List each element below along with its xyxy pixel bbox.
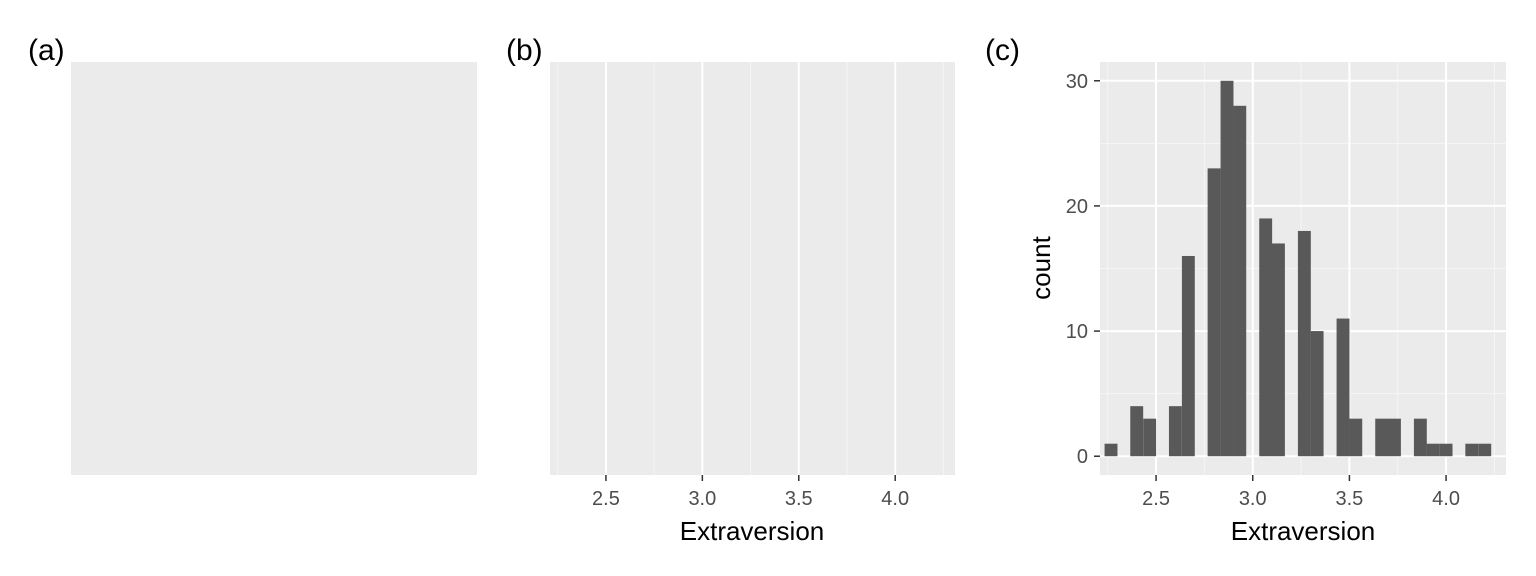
panel-c-bar-6 — [1181, 255, 1195, 457]
panel-a: (a) — [28, 34, 477, 475]
panel-c-x-tick-label-1: 3.0 — [1239, 488, 1267, 510]
panel-b: (b) 2.5 3.0 3.5 4.0 Extraversion — [506, 34, 955, 546]
panel-c-bar-28 — [1465, 443, 1479, 457]
panel-c-x-tick-label-2: 3.5 — [1335, 488, 1363, 510]
panel-c-bar-18 — [1336, 318, 1350, 457]
panel-b-label: (b) — [506, 34, 543, 67]
panel-c-y-tick-label-2: 20 — [1066, 196, 1088, 218]
panel-b-background — [550, 62, 955, 475]
panel-c-bar-22 — [1387, 418, 1401, 457]
panel-b-grid — [557, 62, 944, 475]
panel-c: (c) 2.5 3.0 3.5 4.0 0 10 20 30 Extraversion co… — [985, 34, 1506, 546]
panel-c-bar-5 — [1168, 406, 1182, 457]
panel-c-bar-2 — [1130, 406, 1144, 457]
panel-c-bar-8 — [1207, 168, 1221, 457]
panel-c-bar-13 — [1271, 243, 1285, 457]
panel-c-y-tick-label-3: 30 — [1066, 71, 1088, 93]
panel-c-bar-3 — [1143, 418, 1157, 457]
panel-c-bar-9 — [1220, 80, 1234, 457]
panel-c-bar-24 — [1413, 418, 1427, 457]
panel-c-y-tick-label-1: 10 — [1066, 321, 1088, 343]
panel-c-bar-26 — [1439, 443, 1453, 457]
panel-b-x-axis-title: Extraversion — [680, 516, 825, 546]
panel-c-y-tick-label-0: 0 — [1077, 446, 1088, 468]
panel-c-bar-29 — [1478, 443, 1492, 457]
panel-c-x-tick-label-3: 4.0 — [1432, 488, 1460, 510]
panel-c-label: (c) — [985, 34, 1020, 67]
panel-a-label: (a) — [28, 34, 65, 67]
panel-c-bar-12 — [1259, 218, 1273, 457]
panel-c-bar-21 — [1375, 418, 1389, 457]
panel-c-bar-0 — [1104, 443, 1118, 457]
panel-c-bar-10 — [1233, 105, 1247, 457]
panel-c-x-tick-label-0: 2.5 — [1142, 488, 1170, 510]
panel-c-x-ticks: 2.5 3.0 3.5 4.0 — [1142, 475, 1460, 510]
panel-b-x-tick-label-0: 2.5 — [592, 488, 620, 510]
panel-b-x-ticks: 2.5 3.0 3.5 4.0 — [592, 475, 909, 510]
panel-c-bar-19 — [1349, 418, 1363, 457]
panel-c-bar-25 — [1426, 443, 1440, 457]
panel-a-background — [71, 62, 477, 475]
panel-b-x-tick-label-2: 3.5 — [785, 488, 813, 510]
panel-c-bar-16 — [1310, 331, 1324, 457]
panel-c-x-axis-title: Extraversion — [1231, 516, 1376, 546]
panel-b-x-tick-label-1: 3.0 — [688, 488, 716, 510]
panel-c-bars — [1104, 80, 1492, 457]
panel-c-bar-15 — [1297, 230, 1311, 457]
panel-c-y-ticks: 0 10 20 30 — [1066, 71, 1100, 468]
panel-c-y-axis-title: count — [1026, 235, 1056, 299]
panel-b-x-tick-label-3: 4.0 — [881, 488, 909, 510]
